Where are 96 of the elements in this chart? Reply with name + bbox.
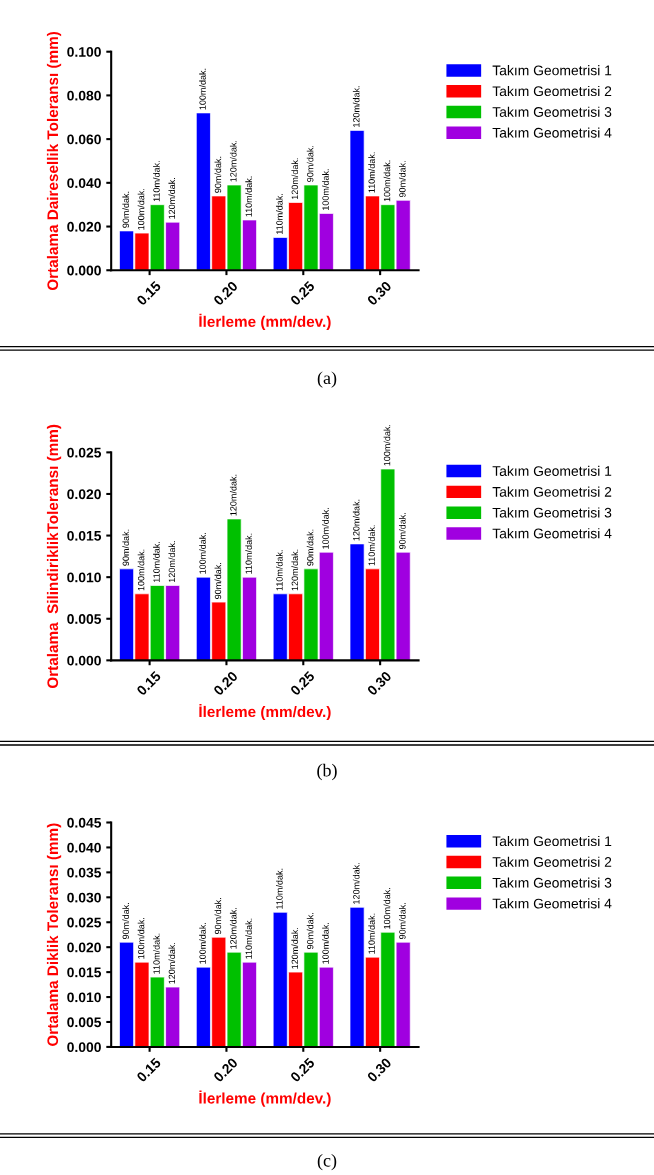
legend-label: Takım Geometrisi 1 [492,835,612,847]
annotation: 100m/dak. [322,508,329,549]
y-axis-title: Ortalama Dairesellik Toleransı (mm) [46,31,62,291]
y-tick-label: 0.020 [67,489,101,500]
annotation: 110m/dak. [245,533,252,574]
legend-label: Takım Geometrisi 2 [492,856,612,867]
y-tick-label: 0.005 [67,614,102,624]
annotation: 110m/dak. [245,918,252,959]
y-tick-label: 0.060 [67,134,101,145]
y-tick-label: 0.030 [67,892,101,903]
x-tick-label: 0.30 [366,1057,392,1083]
annotation: 100m/dak. [137,188,145,230]
text: (a) [317,371,337,388]
annotation: 90m/dak. [398,903,406,939]
y-tick-label: 0.035 [67,867,102,878]
annotation: 100m/dak. [199,533,206,574]
annotation: 110m/dak. [276,194,283,234]
annotation: 90m/dak. [306,913,314,949]
text: (b) [317,763,337,781]
y-tick-label: 0.020 [67,221,101,232]
annotation: 120m/dak. [352,863,360,904]
y-tick-label: 0.020 [67,942,101,953]
annotation: 90m/dak. [122,191,129,228]
y-tick-label: 0.040 [67,178,101,188]
y-tick-label: 0.000 [67,1042,101,1053]
annotation: 90m/dak. [398,513,406,549]
y-tick-label: 0.000 [67,655,101,666]
annotation: 90m/dak. [122,903,129,939]
annotation: 100m/dak. [199,923,206,964]
annotation: 100m/dak. [199,68,206,110]
legend-label: Takım Geometrisi 1 [492,465,612,476]
y-tick-label: 0.010 [67,572,101,583]
annotation: 90m/dak. [214,898,222,935]
y-tick-label: 0.015 [67,967,102,978]
x-axis-title: İlerleme (mm/dev.) [199,703,331,721]
annotation: 100m/dak. [383,888,391,929]
x-tick-label: 0.30 [366,670,392,697]
x-axis-title: İlerleme (mm/dev.) [199,1090,331,1107]
annotation: 100m/dak. [322,169,329,210]
annotation: 90m/dak. [306,529,314,566]
annotation: 110m/dak. [153,933,160,974]
annotation: 110m/dak. [153,161,160,202]
y-tick-label: 0.040 [67,842,101,853]
annotation: 90m/dak. [398,161,406,198]
annotation: 100m/dak. [137,549,145,591]
annotation: 110m/dak. [276,868,283,909]
legend-label: Takım Geometrisi 2 [492,85,612,97]
annotation: 90m/dak. [214,156,222,193]
annotation: 110m/dak. [368,152,375,193]
annotation: 100m/dak. [137,918,145,959]
legend-label: Takım Geometrisi 4 [492,898,612,909]
annotation: 120m/dak. [352,499,360,541]
annotation: 90m/dak. [214,563,222,599]
legend-label: Takım Geometrisi 4 [492,528,612,539]
text: (c) [317,1153,337,1171]
annotation: 120m/dak. [229,474,237,516]
annotation: 110m/dak. [245,176,252,217]
annotation: 120m/dak. [229,140,237,182]
annotation: 120m/dak. [291,928,299,969]
annotation: 110m/dak. [276,550,283,591]
annotation: 90m/dak. [306,145,314,182]
annotation: 120m/dak. [168,541,176,583]
y-tick-label: 0.000 [67,265,101,276]
y-tick-label: 0.025 [67,447,102,458]
x-tick-label: 0.20 [212,670,239,697]
annotation: 90m/dak. [122,529,129,566]
legend-label: Takım Geometrisi 2 [492,486,612,497]
annotation: 110m/dak. [368,525,375,566]
legend-label: Takım Geometrisi 3 [492,507,612,518]
annotation: 100m/dak. [383,424,391,466]
y-tick-label: 0.010 [67,992,101,1003]
annotation: 120m/dak. [352,86,360,127]
y-axis-title: Ortalama Diklik Toleransı (mm) [46,823,62,1047]
legend-label: Takım Geometrisi 4 [492,127,612,138]
annotation: 110m/dak. [368,913,375,954]
annotation: 120m/dak. [168,942,176,984]
y-tick-label: 0.100 [67,47,101,57]
y-tick-label: 0.080 [67,90,101,101]
y-tick-label: 0.015 [67,530,102,541]
annotation: 120m/dak. [168,178,176,219]
x-tick-label: 0.20 [212,280,239,306]
annotation: 120m/dak. [291,158,299,200]
annotation: 100m/dak. [383,160,391,202]
legend-label: Takım Geometrisi 3 [492,106,612,117]
y-tick-label: 0.025 [67,917,102,928]
legend-label: Takım Geometrisi 3 [492,877,612,888]
annotation: 110m/dak. [153,542,160,583]
annotation: 120m/dak. [229,908,237,949]
x-axis-title: İlerleme (mm/dev.) [199,313,331,331]
annotation: 100m/dak. [322,923,329,964]
y-axis-title: Ortalama SilindiriklikToleransı (mm) [46,424,62,689]
x-tick-label: 0.30 [366,280,392,306]
legend-label: Takım Geometrisi 1 [492,65,612,76]
annotation: 120m/dak. [291,549,299,591]
y-tick-label: 0.045 [67,817,102,828]
y-tick-label: 0.005 [67,1017,102,1028]
